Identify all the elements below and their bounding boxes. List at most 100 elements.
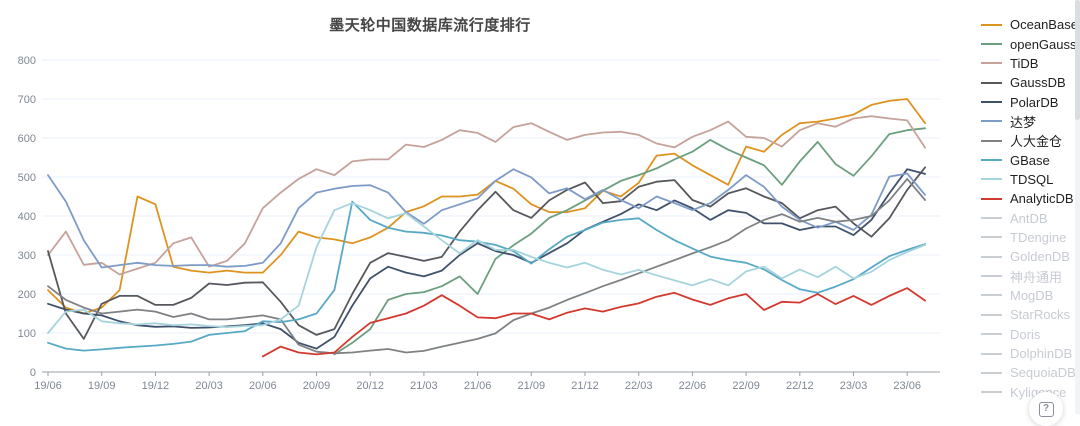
series-line-PolarDB: [47, 168, 926, 350]
x-axis-label: 19/09: [88, 380, 116, 392]
legend-line-swatch: [981, 101, 1002, 104]
legend-line-swatch: [981, 313, 1002, 316]
legend-label: AntDB: [1010, 210, 1048, 226]
legend-item-TDSQL[interactable]: TDSQL: [981, 170, 1080, 189]
legend-line-swatch: [981, 62, 1002, 65]
legend-item-GoldenDB[interactable]: GoldenDB: [981, 247, 1080, 266]
legend-label: GBase: [1010, 152, 1050, 168]
legend-item-GaussDB[interactable]: GaussDB: [981, 73, 1080, 92]
x-axis-label: 20/03: [195, 380, 223, 392]
legend-item-Doris[interactable]: Doris: [981, 325, 1080, 344]
legend-label: 神舟通用: [1010, 269, 1063, 285]
y-axis-label: 400: [18, 211, 36, 223]
x-axis-label: 23/06: [893, 380, 921, 392]
legend-item-SequoiaDB[interactable]: SequoiaDB: [981, 363, 1080, 382]
x-axis-label: 20/06: [249, 380, 277, 392]
legend-line-swatch: [981, 43, 1002, 46]
legend-line-swatch: [981, 120, 1002, 123]
legend-label: AnalyticDB: [1010, 191, 1074, 207]
legend-line-swatch: [981, 139, 1002, 142]
y-axis-label: 200: [18, 289, 36, 301]
x-axis-label: 21/09: [518, 380, 546, 392]
series-line-人大金仓: [47, 178, 926, 355]
y-axis-label: 700: [18, 94, 36, 106]
legend-line-swatch: [981, 371, 1002, 374]
legend-line-swatch: [981, 391, 1002, 394]
x-axis-label: 22/03: [625, 380, 653, 392]
x-axis-label: 19/12: [142, 380, 170, 392]
y-axis-label: 300: [18, 250, 36, 262]
series-line-AnalyticDB: [261, 287, 926, 358]
series-line-GaussDB: [47, 166, 926, 340]
legend-label: openGauss: [1010, 36, 1077, 52]
legend-item-PolarDB[interactable]: PolarDB: [981, 92, 1080, 111]
legend-line-swatch: [981, 81, 1002, 84]
y-axis-label: 100: [18, 328, 36, 340]
legend-label: GaussDB: [1010, 75, 1066, 91]
y-axis-label: 0: [30, 367, 36, 379]
legend-label: TDSQL: [1010, 171, 1054, 187]
legend-line-swatch: [981, 236, 1002, 239]
x-axis-label: 20/09: [303, 380, 331, 392]
chart-title: 墨天轮中国数据库流行度排行: [329, 17, 531, 34]
y-axis-label: 500: [18, 172, 36, 184]
legend-item-OceanBase[interactable]: OceanBase: [981, 15, 1080, 34]
legend-label: 人大金仓: [1010, 134, 1063, 150]
legend-line-swatch: [981, 217, 1002, 220]
x-axis-label: 19/06: [34, 380, 62, 392]
series-line-GBase: [47, 200, 926, 352]
legend-label: GoldenDB: [1010, 249, 1070, 265]
legend-item-TDengine[interactable]: TDengine: [981, 228, 1080, 247]
question-mark-icon: ?: [1038, 401, 1054, 417]
page-scrollbar-thumb[interactable]: [1075, 0, 1080, 120]
chart-legend: OceanBase openGauss TiDB GaussDB PolarDB 达梦人大…: [981, 15, 1080, 402]
legend-item-GBase[interactable]: GBase: [981, 150, 1080, 169]
x-axis-label: 22/06: [679, 380, 707, 392]
legend-item-人大金仓[interactable]: 人大金仓: [981, 131, 1080, 150]
line-chart-plot-area: 800 700 600 500 400 300 200 100 019/06 19/09 19/12…: [18, 55, 940, 392]
legend-item-Kyligence[interactable]: Kyligence: [981, 383, 1080, 402]
legend-item-AntDB[interactable]: AntDB: [981, 208, 1080, 227]
legend-line-swatch: [981, 294, 1002, 297]
legend-label: OceanBase: [1010, 17, 1078, 33]
legend-item-DolphinDB[interactable]: DolphinDB: [981, 344, 1080, 363]
series-line-OceanBase: [47, 98, 926, 315]
x-axis-label: 21/03: [410, 380, 438, 392]
legend-line-swatch: [981, 255, 1002, 258]
series-line-TDSQL: [47, 202, 926, 334]
series-line-达梦: [47, 168, 926, 269]
legend-label: StarRocks: [1010, 307, 1070, 323]
legend-line-swatch: [981, 352, 1002, 355]
x-axis-label: 21/06: [464, 380, 492, 392]
legend-line-swatch: [981, 333, 1002, 336]
page-scrollbar[interactable]: [1075, 0, 1080, 414]
legend-item-达梦[interactable]: 达梦: [981, 112, 1080, 131]
x-axis-label: 22/09: [732, 380, 760, 392]
legend-item-openGauss[interactable]: openGauss: [981, 34, 1080, 53]
y-axis-label: 600: [18, 133, 36, 145]
x-axis-label: 23/03: [840, 380, 868, 392]
chart-page: 墨天轮中国数据库流行度排行 800 700 600 500 400 300 200 100 0 1…: [17, 0, 1080, 417]
help-button[interactable]: ?: [1029, 392, 1063, 426]
legend-label: MogDB: [1010, 287, 1054, 303]
legend-line-swatch: [981, 275, 1002, 278]
x-axis-label: 20/12: [356, 380, 384, 392]
legend-item-神舟通用[interactable]: 神舟通用: [981, 266, 1080, 285]
legend-line-swatch: [981, 178, 1002, 181]
legend-label: 达梦: [1010, 114, 1037, 130]
x-axis-label: 22/12: [786, 380, 814, 392]
legend-line-swatch: [981, 159, 1002, 162]
legend-label: SequoiaDB: [1010, 365, 1076, 381]
legend-item-AnalyticDB[interactable]: AnalyticDB: [981, 189, 1080, 208]
legend-line-swatch: [981, 23, 1002, 26]
legend-line-swatch: [981, 197, 1002, 200]
legend-label: PolarDB: [1010, 94, 1059, 110]
series-line-TiDB: [47, 115, 926, 276]
legend-label: DolphinDB: [1010, 346, 1073, 362]
legend-label: TiDB: [1010, 55, 1039, 71]
series-line-openGauss: [333, 127, 926, 356]
legend-item-StarRocks[interactable]: StarRocks: [981, 305, 1080, 324]
x-axis-label: 21/12: [571, 380, 599, 392]
legend-item-TiDB[interactable]: TiDB: [981, 54, 1080, 73]
legend-item-MogDB[interactable]: MogDB: [981, 286, 1080, 305]
